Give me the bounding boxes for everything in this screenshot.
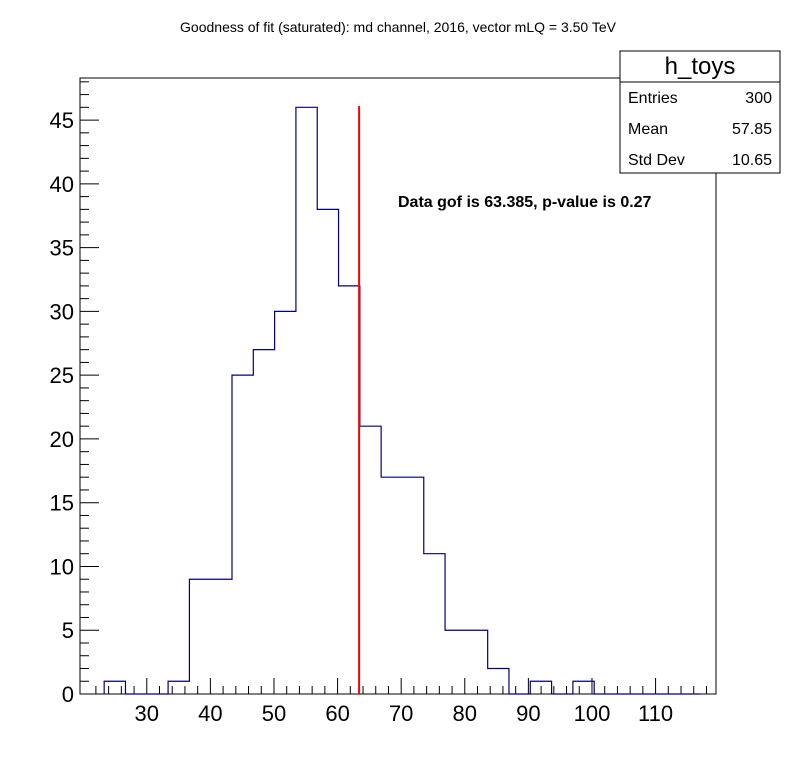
- x-tick-label: 60: [325, 701, 349, 726]
- stats-row-value: 300: [745, 90, 772, 107]
- y-axis: 0 5 10 15 20 25 30 35 40 45: [50, 81, 99, 707]
- stats-box: h_toys Entries 300 Mean 57.85 Std Dev 10.65: [619, 50, 781, 174]
- x-tick-label: 50: [262, 701, 286, 726]
- stats-row-label: Std Dev: [628, 152, 685, 169]
- y-tick-label: 10: [50, 554, 74, 579]
- x-tick-label: 40: [198, 701, 222, 726]
- y-tick-label: 15: [50, 491, 74, 516]
- chart-title: Goodness of fit (saturated): md channel,…: [180, 19, 617, 35]
- stats-box-frame: [619, 50, 781, 174]
- plot-frame: [79, 77, 717, 695]
- x-tick-label: 110: [638, 701, 673, 726]
- y-tick-label: 20: [50, 427, 74, 452]
- y-tick-label: 40: [50, 172, 74, 197]
- y-tick-label: 25: [50, 363, 74, 388]
- stats-row-label: Entries: [628, 90, 678, 107]
- y-tick-label: 45: [50, 108, 74, 133]
- histogram-outline: [103, 106, 701, 695]
- y-tick-label: 30: [50, 299, 74, 324]
- x-tick-label: 100: [574, 701, 611, 726]
- stats-row-value: 10.65: [732, 152, 772, 169]
- gof-annotation: Data gof is 63.385, p-value is 0.27: [398, 194, 652, 211]
- x-tick-label: 30: [135, 701, 159, 726]
- y-tick-label: 0: [62, 682, 74, 707]
- x-tick-label: 90: [516, 701, 540, 726]
- stats-row-label: Mean: [628, 121, 668, 138]
- stats-box-title: h_toys: [665, 53, 736, 80]
- stats-row-value: 57.85: [732, 121, 772, 138]
- y-tick-label: 5: [62, 618, 74, 643]
- x-tick-label: 70: [389, 701, 413, 726]
- x-tick-label: 80: [453, 701, 477, 726]
- y-tick-label: 35: [50, 236, 74, 261]
- x-axis: 30 40 50 60 70 80 90 100 110: [95, 678, 707, 726]
